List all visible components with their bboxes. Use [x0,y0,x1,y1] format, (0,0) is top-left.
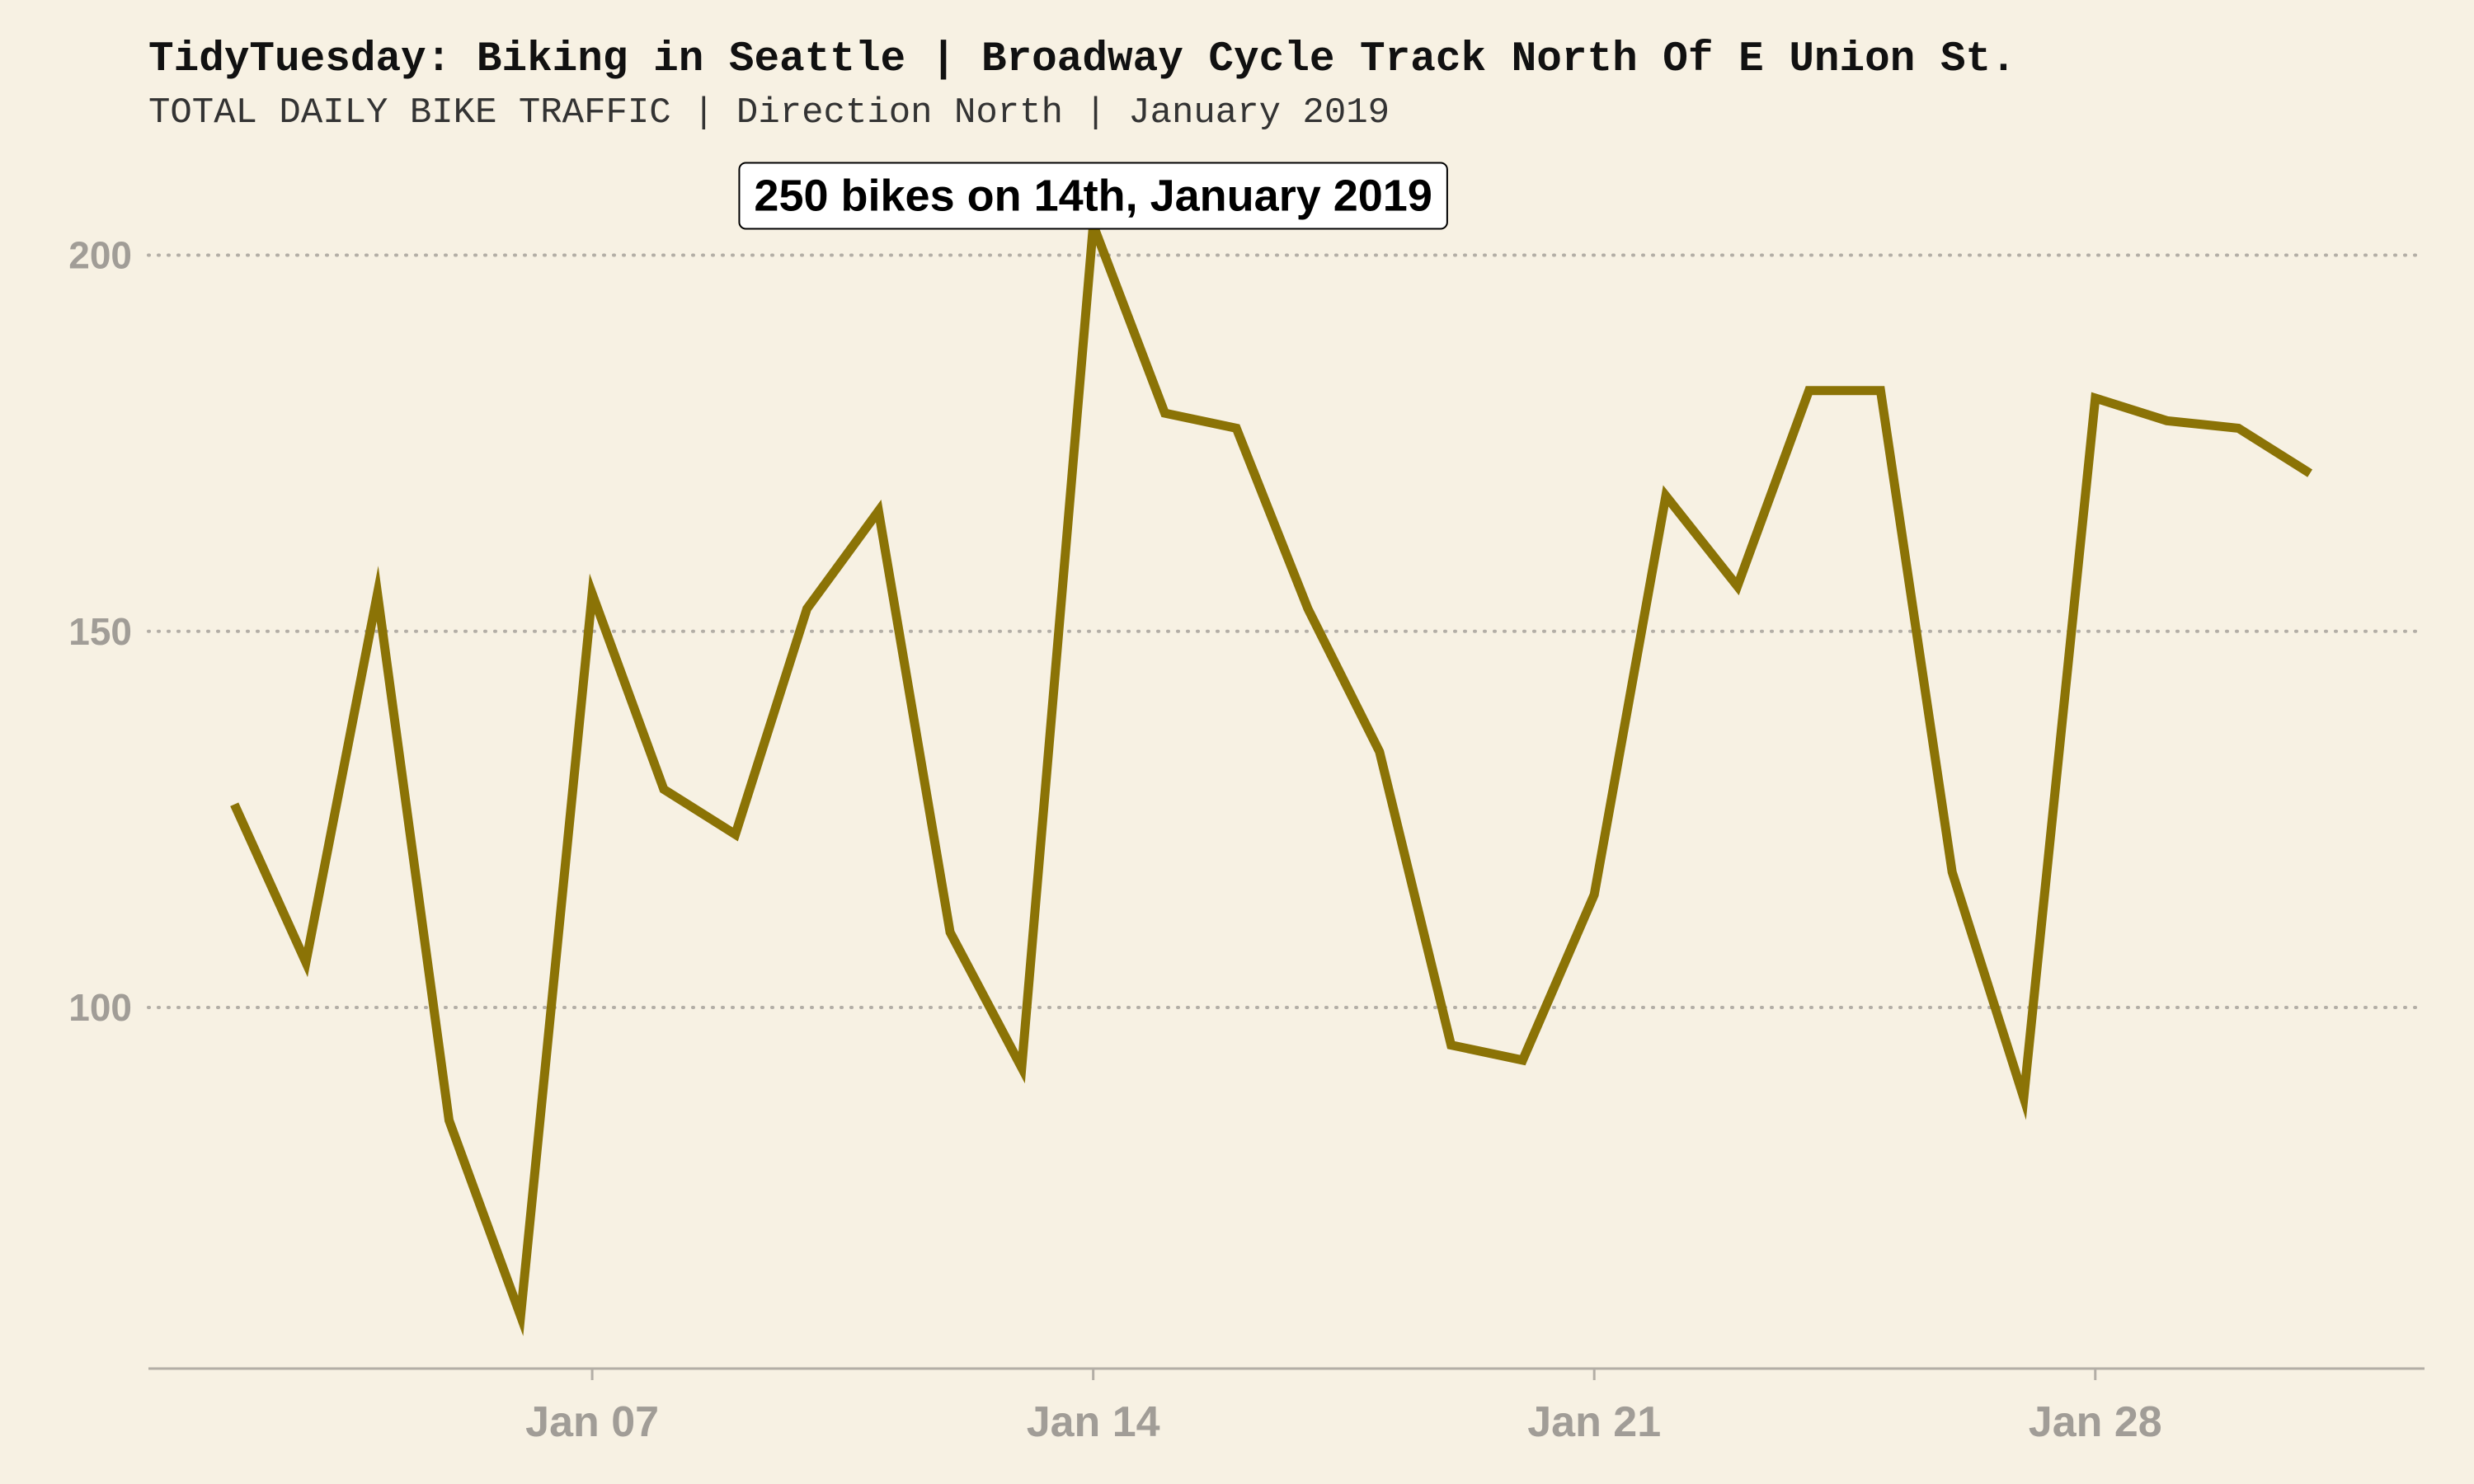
y-tick-label: 200 [68,234,132,277]
x-tick-label: Jan 07 [525,1398,659,1446]
x-tick-label: Jan 21 [1527,1398,1661,1446]
chart-title: TidyTuesday: Biking in Seattle | Broadwa… [148,36,2016,83]
x-tick-label: Jan 28 [2029,1398,2162,1446]
y-tick-label: 150 [68,610,132,653]
annotation-box [738,162,1448,230]
annotation-text: 250 bikes on 14th, January 2019 [754,171,1432,221]
y-tick-label: 100 [68,986,132,1029]
annotation-label: 250 bikes on 14th, January 2019 [738,162,1448,230]
x-tick-label: Jan 14 [1027,1398,1160,1446]
chart-subtitle: TOTAL DAILY BIKE TRAFFIC | Direction Nor… [148,92,1390,134]
series-line [230,204,2313,1336]
